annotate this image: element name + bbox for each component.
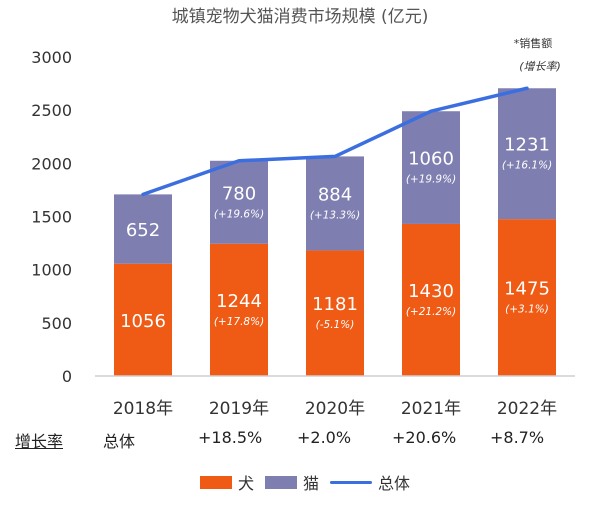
total-line (141, 86, 529, 197)
bar-growth-dog: (+3.1%) (505, 304, 549, 316)
bar-cat (210, 160, 268, 244)
total-line-group (141, 86, 529, 197)
bar-label-dog: 1056 (120, 311, 166, 332)
legend-swatch-dog (200, 475, 232, 489)
x-tick-label: 2019年 (209, 399, 269, 419)
x-tick-label: 2022年 (497, 399, 557, 419)
legend-item-dog: 犬 (200, 470, 254, 494)
bar-cat (306, 156, 364, 251)
y-tick-label: 1500 (31, 208, 72, 227)
growth-rate-value: +18.5% (198, 428, 263, 447)
legend-label-total: 总体 (378, 474, 411, 493)
bar-growth-dog: (+21.2%) (406, 306, 456, 318)
bar-growth-cat: (+19.9%) (406, 174, 456, 186)
legend-label-dog: 犬 (238, 474, 255, 493)
legend-label-cat: 猫 (303, 474, 320, 493)
legend: 犬 猫 总体 (0, 470, 600, 496)
y-tick-label: 3000 (31, 48, 72, 67)
growth-rate-value: +8.7% (490, 428, 545, 447)
x-tick-label: 2018年 (113, 399, 173, 419)
bar-growth-cat: (+13.3%) (310, 209, 360, 221)
legend-item-total: 总体 (330, 470, 410, 494)
y-tick-label: 2000 (31, 154, 72, 173)
bar-dog (402, 223, 460, 376)
bar-cat (114, 194, 172, 264)
legend-item-cat: 猫 (265, 470, 319, 494)
note-sales: *销售额 (514, 36, 553, 50)
growth-rate-value: +20.6% (392, 428, 457, 447)
x-tick-label: 2021年 (401, 399, 461, 419)
bar-growth-cat: (+16.1%) (502, 160, 552, 172)
bar-label-dog: 1181 (312, 294, 358, 315)
bar-label-cat: 1231 (504, 135, 550, 156)
x-tick-label: 2020年 (305, 399, 365, 419)
bar-label-cat: 884 (318, 184, 352, 205)
y-tick-label: 500 (41, 314, 72, 333)
bar-cat (402, 111, 460, 224)
bar-label-dog: 1244 (216, 291, 262, 312)
bars-group: 1056 652 1244 (+17.8%) 780 (+19.6%) 1181 (-5.1%… (114, 88, 556, 376)
growth-rate-first: 总体 (103, 432, 136, 451)
bar-dog (114, 263, 172, 376)
y-tick-label: 2500 (31, 101, 72, 120)
x-axis: 2018年 2019年 2020年 2021年 2022年 (113, 399, 557, 419)
bar-label-cat: 652 (126, 220, 160, 241)
note-growth: (增长率) (519, 60, 561, 73)
bar-dog (306, 250, 364, 376)
bar-label-cat: 780 (222, 183, 256, 204)
bar-growth-dog: (+17.8%) (214, 316, 264, 328)
y-tick-label: 0 (62, 367, 72, 386)
bar-label-cat: 1060 (408, 149, 454, 170)
bar-label-dog: 1430 (408, 281, 454, 302)
bar-cat (498, 88, 556, 220)
legend-swatch-total (330, 480, 372, 484)
chart-title: 城镇宠物犬猫消费市场规模 (亿元) (172, 7, 429, 27)
y-tick-label: 1000 (31, 261, 72, 280)
legend-swatch-cat (265, 475, 297, 489)
bar-dog (210, 243, 268, 376)
growth-rate-row: 增长率 总体 +18.5% +2.0% +20.6% +8.7% (0, 428, 600, 454)
growth-rate-value: +2.0% (297, 428, 352, 447)
bar-growth-dog: (-5.1%) (316, 319, 355, 331)
bar-growth-cat: (+19.6%) (214, 208, 264, 220)
bar-label-dog: 1475 (504, 279, 550, 300)
bar-dog (498, 219, 556, 376)
y-axis: 0 500 1000 1500 2000 2500 3000 (31, 48, 72, 386)
growth-rate-label: 增长率 (15, 432, 64, 451)
